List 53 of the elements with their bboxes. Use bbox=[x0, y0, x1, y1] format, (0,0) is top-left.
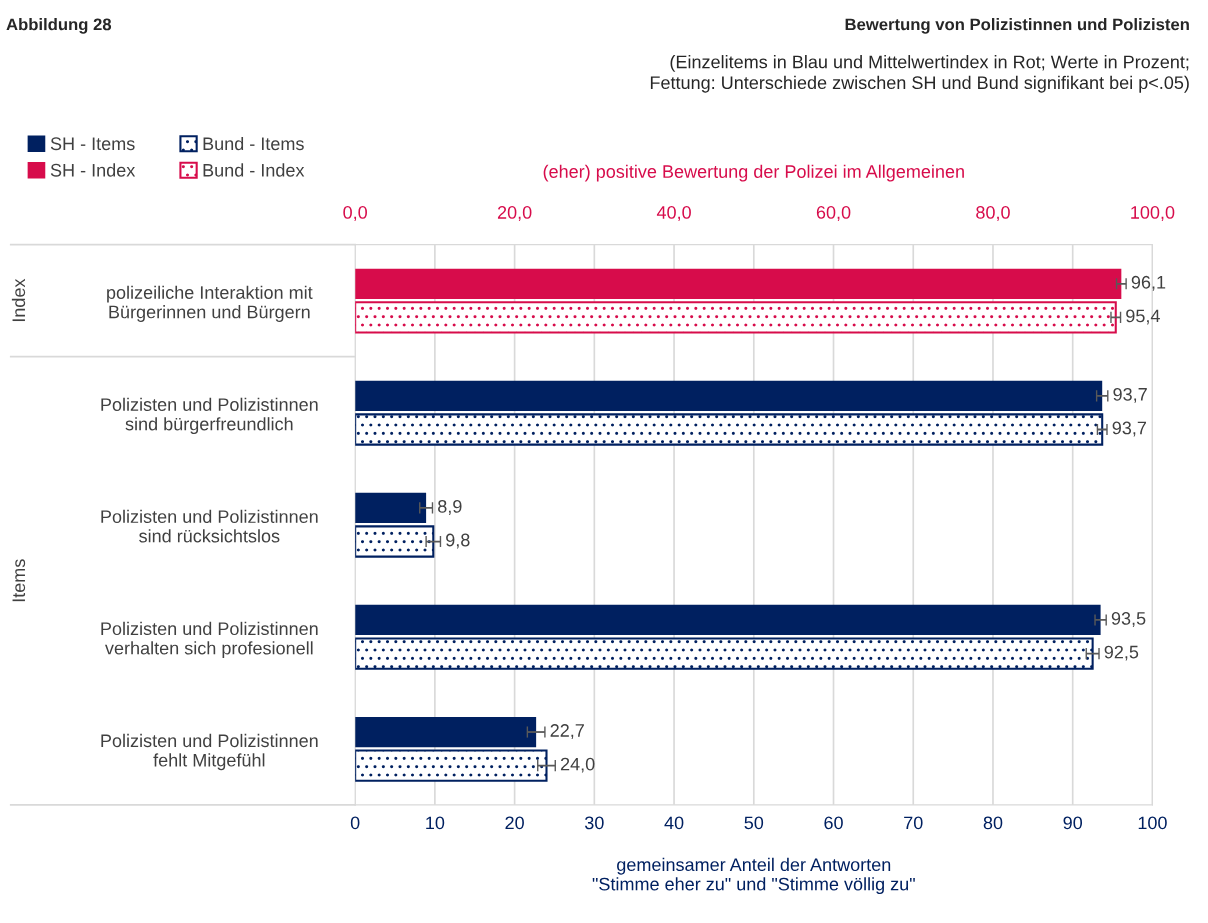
y-tick-label: Polizisten und Polizistinnen verhalten sich profesionell bbox=[101, 621, 318, 659]
legend-label: Bund - Index bbox=[203, 163, 305, 177]
bar bbox=[355, 637, 1094, 670]
x-tick-label: 100 bbox=[1138, 816, 1167, 830]
x-tick-label: 40 bbox=[664, 816, 684, 830]
text: Abbildung 28 bbox=[6, 18, 112, 34]
x-tick-label: 30 bbox=[584, 816, 604, 830]
x-tick-label: 90 bbox=[1063, 816, 1083, 830]
x2-tick-label: 80,0 bbox=[976, 206, 1010, 221]
bar bbox=[355, 749, 548, 782]
data-label: 93,5 bbox=[1111, 612, 1146, 627]
bar bbox=[355, 716, 537, 748]
bar bbox=[355, 268, 1122, 299]
text: Items bbox=[12, 559, 26, 602]
bar bbox=[355, 604, 1101, 636]
bar bbox=[355, 380, 1103, 411]
legend-label: Bund - Items bbox=[203, 136, 304, 151]
x-tick-label: 50 bbox=[744, 816, 764, 830]
x-tick-label: 80 bbox=[983, 816, 1003, 830]
x-tick-label: 60 bbox=[824, 816, 843, 830]
bar bbox=[355, 492, 427, 524]
chart-subtitle: (Einzelitems in Blau und Mittelwertindex in Rot; Werte in Prozent; Fettung: Unterschiede zwischen SH und Bund signifikant bei p<.05) bbox=[650, 55, 1189, 93]
y-tick-label: Polizisten und Polizistinnen sind bürgerfreundlich bbox=[101, 397, 318, 434]
x-tick-label: 10 bbox=[426, 816, 445, 830]
x-tick-label: 0 bbox=[350, 816, 360, 830]
legend-label: SH - Index bbox=[50, 163, 136, 177]
x2-tick-label: 60,0 bbox=[816, 206, 851, 221]
x2-axis-title: (eher) positive Bewertung der Polizei im Allgemeinen bbox=[543, 164, 964, 182]
x-tick-label: 70 bbox=[904, 816, 923, 830]
data-label: 8,9 bbox=[438, 499, 462, 515]
data-label: 93,7 bbox=[1113, 387, 1147, 403]
x2-tick-label: 100,0 bbox=[1131, 206, 1175, 221]
data-label: 92,5 bbox=[1104, 645, 1139, 661]
y-tick-label: Polizisten und Polizistinnen sind rücksichtslos bbox=[101, 509, 318, 543]
bar bbox=[355, 301, 1117, 334]
data-label: 96,1 bbox=[1131, 275, 1166, 291]
x2-tick-label: 40,0 bbox=[656, 206, 691, 221]
y-tick-label: polizeiliche Interaktion mit Bürgerinnen und Bürgern bbox=[107, 285, 313, 322]
data-label: 22,7 bbox=[550, 724, 584, 739]
x2-tick-label: 20,0 bbox=[497, 206, 532, 221]
x-axis-title: gemeinsamer Anteil der Antworten "Stimme eher zu" und "Stimme völlig zu" bbox=[592, 857, 915, 895]
legend-label: SH - Items bbox=[50, 137, 135, 151]
data-label: 9,8 bbox=[446, 533, 470, 549]
chart-title: Bewertung von Polizistinnen und Polizisten bbox=[845, 18, 1189, 34]
x2-tick-label: 0,0 bbox=[343, 206, 367, 221]
y-tick-label: Polizisten und Polizistinnen fehlt Mitgefühl bbox=[101, 733, 318, 771]
data-label: 24,0 bbox=[560, 757, 595, 773]
data-label: 95,4 bbox=[1126, 309, 1160, 325]
x-tick-label: 20 bbox=[505, 816, 524, 830]
bar bbox=[355, 525, 435, 558]
bar bbox=[355, 413, 1104, 446]
text: Index bbox=[11, 278, 26, 322]
data-label: 93,7 bbox=[1112, 421, 1147, 437]
